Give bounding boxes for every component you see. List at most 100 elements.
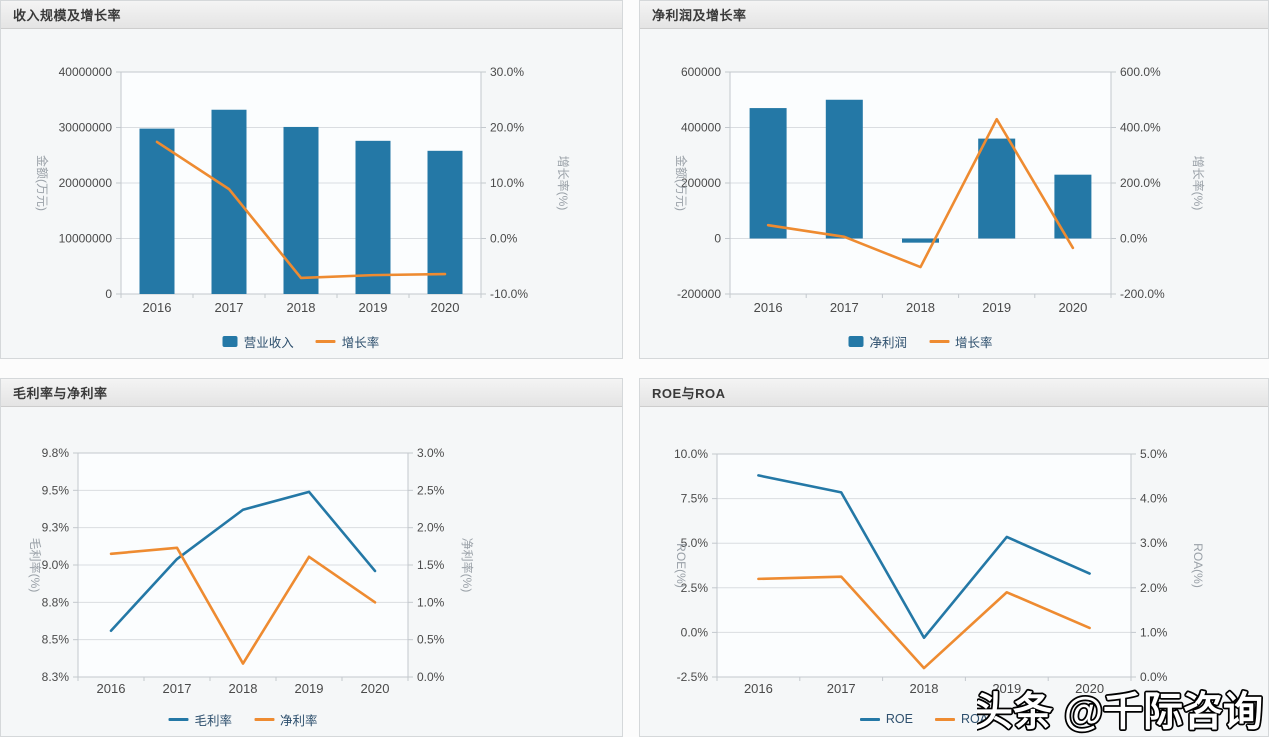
svg-text:毛利率(%): 毛利率(%) [28, 538, 43, 593]
svg-text:-200000: -200000 [677, 287, 721, 301]
svg-text:10.0%: 10.0% [674, 447, 708, 461]
svg-text:ROE(%): ROE(%) [674, 543, 688, 588]
svg-text:2017: 2017 [830, 300, 859, 315]
panel-body: 0 10000000 20000000 30000000 40000000 -10.0% 0… [1, 29, 622, 358]
svg-text:0.0%: 0.0% [417, 670, 445, 684]
svg-text:200000: 200000 [681, 176, 721, 190]
svg-text:0.0%: 0.0% [490, 232, 518, 246]
panel-body: -200000 0 200000 400000 600000 -200.0% 0.0% 200… [640, 29, 1268, 358]
svg-text:8.8%: 8.8% [42, 595, 70, 609]
svg-text:1.0%: 1.0% [417, 595, 445, 609]
svg-text:2017: 2017 [827, 681, 856, 696]
svg-text:2020: 2020 [1058, 300, 1087, 315]
svg-text:-10.0%: -10.0% [490, 287, 528, 301]
panel-revenue-growth: 收入规模及增长率 0 10000000 20000000 30000000 400000… [0, 0, 623, 359]
svg-text:600.0%: 600.0% [1120, 65, 1161, 79]
legend-item[interactable]: ROA [935, 712, 988, 726]
svg-text:400000: 400000 [681, 121, 721, 135]
svg-text:10.0%: 10.0% [490, 176, 524, 190]
svg-text:净利率(%): 净利率(%) [460, 538, 475, 593]
svg-text:2019: 2019 [295, 681, 324, 696]
legend-item[interactable]: ROE [859, 712, 913, 726]
svg-text:2018: 2018 [287, 300, 316, 315]
svg-text:40000000: 40000000 [59, 65, 113, 79]
svg-text:9.5%: 9.5% [42, 483, 70, 497]
svg-text:0: 0 [714, 232, 721, 246]
legend-label: 营业收入 [243, 335, 294, 350]
legend-label: 增长率 [955, 335, 993, 350]
panel-body: 8.3% 8.5% 8.8% 9.0% 9.3% 9.5% 9.8% 0.0% 0.5% 1.0%… [1, 407, 622, 736]
svg-text:7.5%: 7.5% [681, 492, 709, 506]
svg-text:5.0%: 5.0% [1140, 447, 1168, 461]
chart-legend: 营业收入 增长率 [1, 331, 612, 351]
legend-label: ROE [885, 712, 913, 726]
svg-text:2020: 2020 [431, 300, 460, 315]
svg-text:0.5%: 0.5% [417, 633, 445, 647]
svg-text:10000000: 10000000 [59, 232, 113, 246]
svg-text:3.0%: 3.0% [417, 446, 445, 460]
svg-text:20000000: 20000000 [59, 176, 113, 190]
svg-text:2016: 2016 [97, 681, 126, 696]
svg-text:30.0%: 30.0% [490, 65, 524, 79]
svg-text:增长率(%): 增长率(%) [556, 156, 571, 211]
svg-text:2019: 2019 [982, 300, 1011, 315]
legend-item[interactable]: 增长率 [315, 332, 379, 351]
svg-text:9.8%: 9.8% [42, 446, 70, 460]
roe-roa-chart: -2.5% 0.0% 2.5% 5.0% 7.5% 10.0% 0.0% 1.0% 2.0% 3.… [674, 447, 1205, 696]
margins-chart: 8.3% 8.5% 8.8% 9.0% 9.3% 9.5% 9.8% 0.0% 0.5% 1.0%… [28, 446, 475, 696]
svg-text:20.0%: 20.0% [490, 121, 524, 135]
panel-net-profit-growth: 净利润及增长率 -200000 0 200000 400000 600000 -200.0… [639, 0, 1269, 359]
svg-text:增长率(%): 增长率(%) [1191, 156, 1206, 211]
svg-text:2017: 2017 [215, 300, 244, 315]
legend-item[interactable]: 毛利率 [168, 710, 232, 729]
panel-header: 毛利率与净利率 [1, 379, 622, 407]
panel-roe-roa: ROE与ROA -2.5% 0.0% 2.5% 5.0% 7.5% 10.0% 0.0% 1.… [639, 378, 1269, 737]
svg-text:ROA(%): ROA(%) [1191, 543, 1205, 588]
line-swatch-icon [935, 717, 955, 721]
svg-text:2.0%: 2.0% [417, 521, 445, 535]
svg-text:1.5%: 1.5% [417, 558, 445, 572]
panel-header: 收入规模及增长率 [1, 1, 622, 29]
svg-text:2016: 2016 [754, 300, 783, 315]
legend-item[interactable]: 增长率 [929, 332, 993, 351]
bar-swatch-icon [222, 335, 238, 347]
legend-label: 毛利率 [194, 713, 232, 728]
svg-text:9.3%: 9.3% [42, 521, 70, 535]
panel-header: 净利润及增长率 [640, 1, 1268, 29]
svg-text:-200.0%: -200.0% [1120, 287, 1165, 301]
net-profit-growth-chart: -200000 0 200000 400000 600000 -200.0% 0.0% 200… [674, 65, 1206, 315]
svg-text:0.0%: 0.0% [1120, 232, 1148, 246]
svg-text:2019: 2019 [359, 300, 388, 315]
svg-text:600000: 600000 [681, 65, 721, 79]
chart-legend: 净利润 增长率 [640, 331, 1235, 351]
legend-item[interactable]: 净利润 [848, 332, 907, 351]
svg-text:0: 0 [105, 287, 112, 301]
svg-text:2017: 2017 [163, 681, 192, 696]
svg-text:2.0%: 2.0% [1140, 581, 1168, 595]
svg-text:5.0%: 5.0% [681, 536, 709, 550]
legend-label: ROA [961, 712, 989, 726]
line-swatch-icon [168, 717, 189, 721]
chart-legend: 毛利率 净利率 [1, 709, 554, 729]
svg-text:1.0%: 1.0% [1140, 625, 1168, 639]
svg-text:0.0%: 0.0% [1140, 670, 1168, 684]
legend-item[interactable]: 营业收入 [222, 332, 294, 351]
svg-text:2.5%: 2.5% [417, 483, 445, 497]
panel-margins: 毛利率与净利率 8.3% 8.5% 8.8% 9.0% 9.3% 9.5% 9.8% 0.0%… [0, 378, 623, 737]
svg-text:30000000: 30000000 [59, 121, 113, 135]
legend-label: 净利润 [869, 335, 907, 350]
legend-item[interactable]: 净利率 [254, 710, 318, 729]
svg-text:0.0%: 0.0% [681, 625, 709, 639]
svg-text:2018: 2018 [906, 300, 935, 315]
revenue-growth-chart: 0 10000000 20000000 30000000 40000000 -10.0% 0… [35, 65, 571, 315]
svg-text:金额(万元): 金额(万元) [674, 155, 689, 211]
line-swatch-icon [254, 717, 274, 721]
svg-text:9.0%: 9.0% [42, 558, 70, 572]
svg-text:2016: 2016 [744, 681, 773, 696]
line-swatch-icon [929, 339, 949, 343]
line-swatch-icon [315, 339, 336, 343]
panel-title: 收入规模及增长率 [13, 8, 122, 23]
svg-text:200.0%: 200.0% [1120, 176, 1161, 190]
svg-text:2.5%: 2.5% [681, 581, 709, 595]
